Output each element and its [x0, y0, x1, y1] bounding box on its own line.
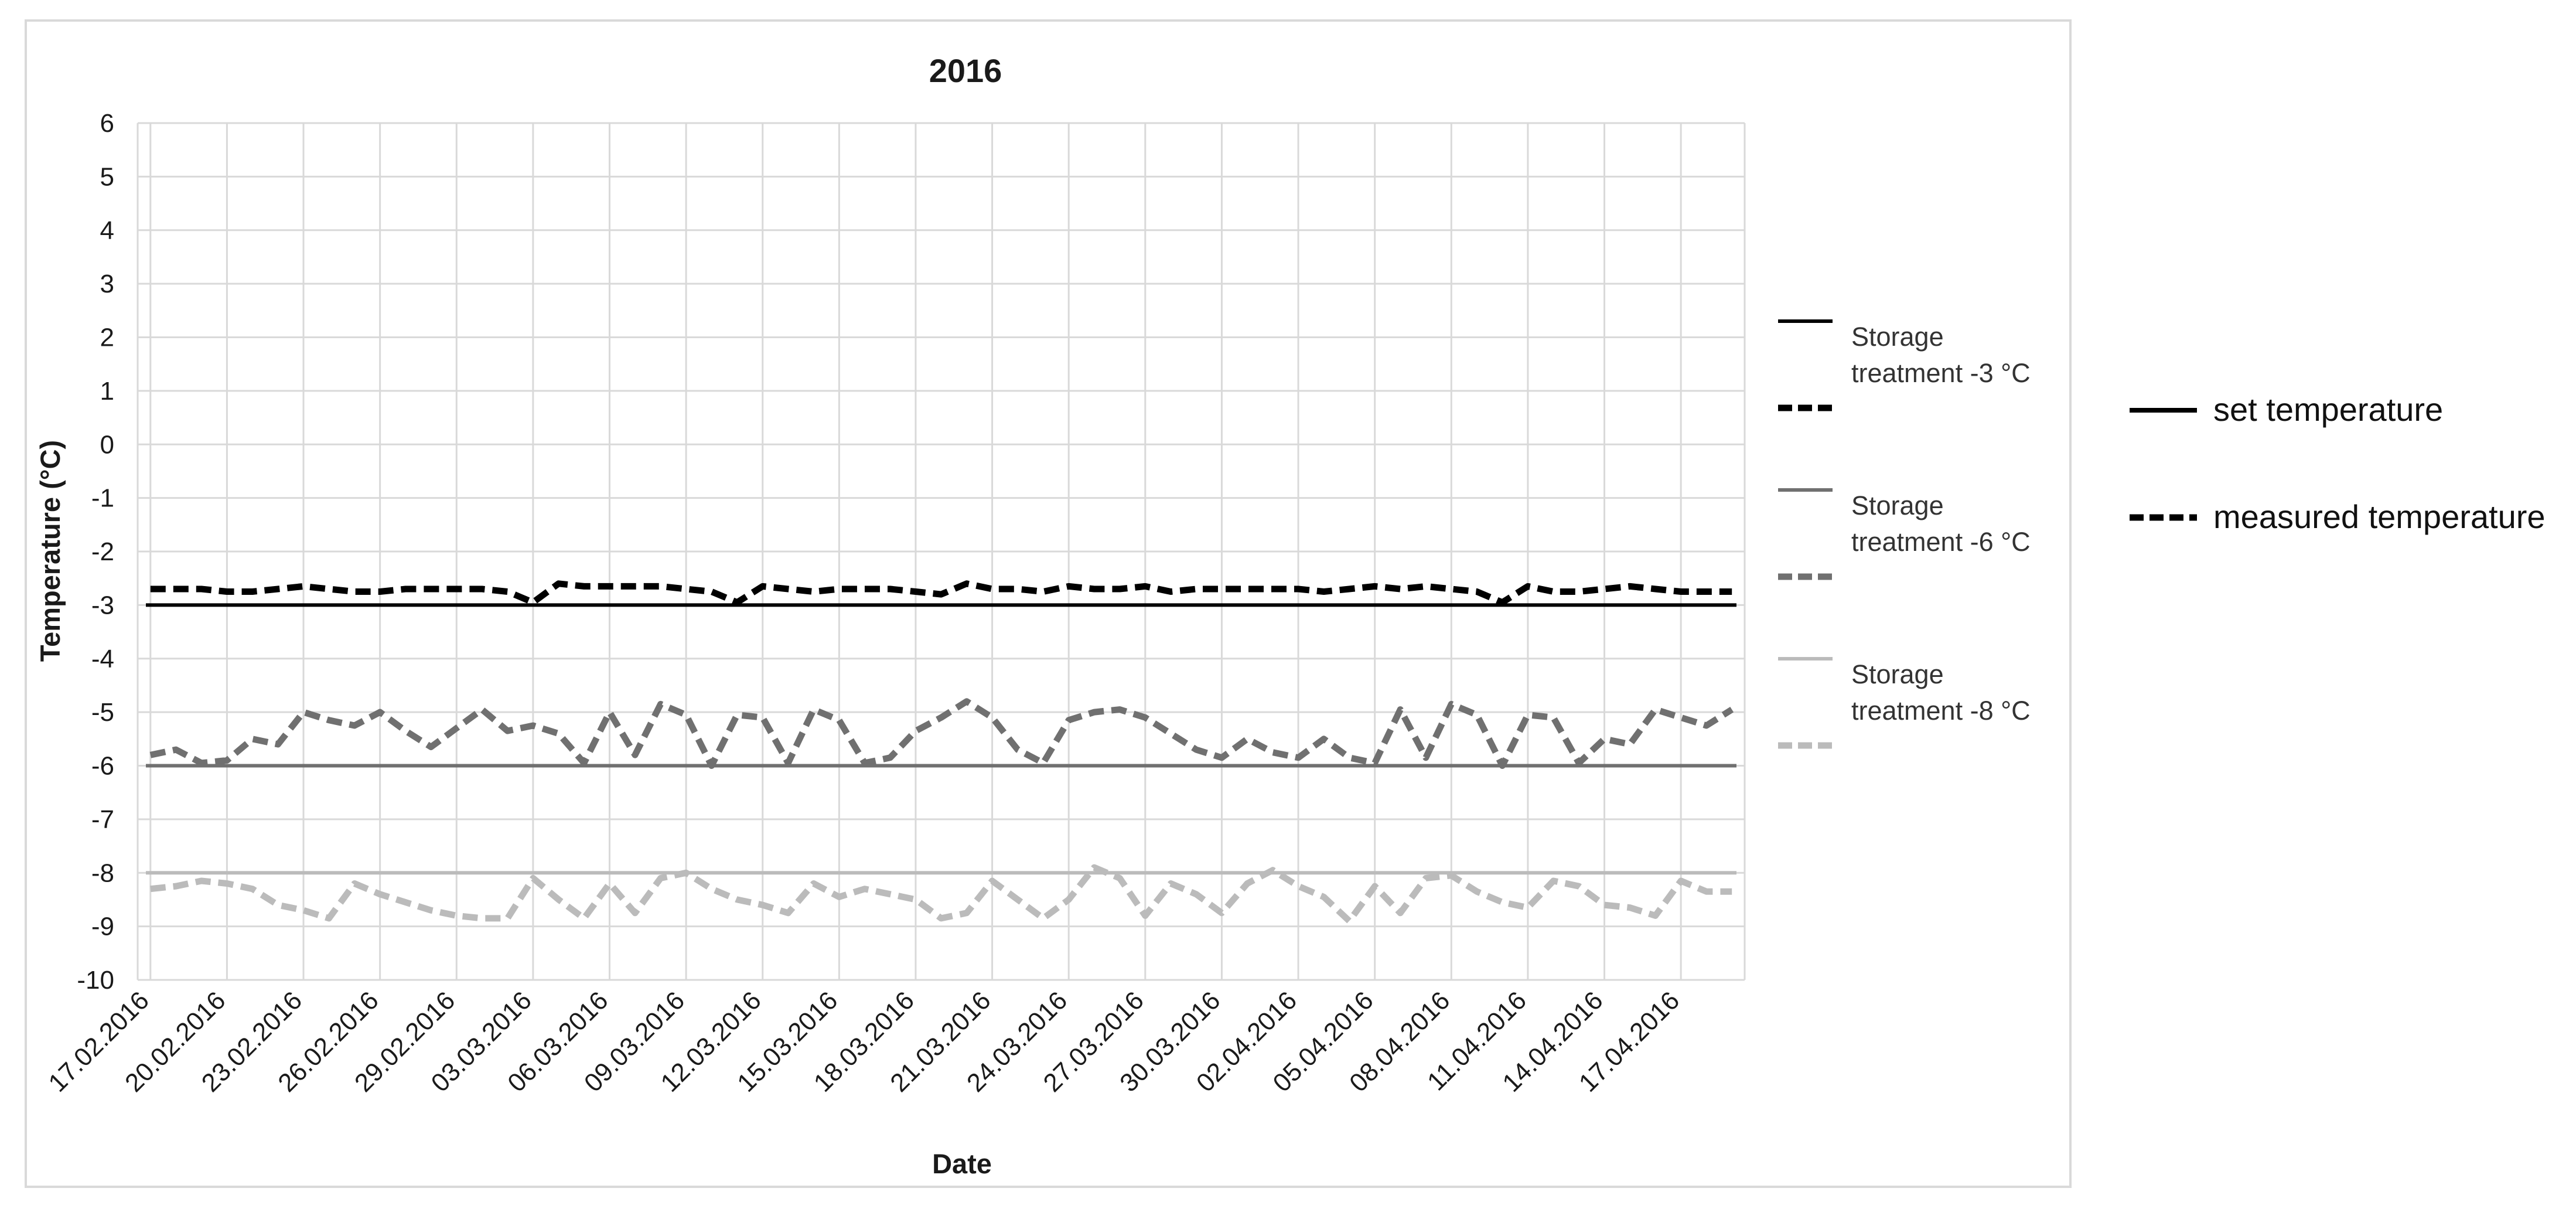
y-tick-label: 2	[100, 324, 114, 352]
y-tick-label: -9	[91, 913, 114, 941]
series-line-measured-1	[150, 580, 1732, 606]
y-tick-label: -5	[91, 698, 114, 727]
y-tick-label: -7	[91, 805, 114, 834]
y-tick-label: -10	[77, 966, 114, 995]
key-solid-label: set temperature	[2213, 391, 2443, 428]
chart-title: 2016	[929, 52, 1002, 89]
y-axis-title: Temperature (°C)	[35, 440, 66, 662]
y-tick-label: -3	[91, 591, 114, 619]
y-tick-label: 0	[100, 430, 114, 459]
legend-label: Storage treatment -8 °C	[1851, 659, 2031, 726]
series-line-measured-3	[149, 698, 1734, 769]
y-tick-label: 6	[100, 109, 114, 138]
y-tick-label: -6	[91, 752, 114, 781]
y-tick-label: 5	[100, 162, 114, 191]
series-line-measured-5	[150, 864, 1732, 924]
y-tick-label: -8	[91, 859, 114, 887]
legend: Storage treatment -3 °C Storage treatment -…	[1778, 319, 2031, 749]
y-tick-label: -1	[91, 484, 114, 513]
legend-label: Storage treatment -3 °C	[1851, 322, 2031, 388]
line-style-key: set temperature measured temperature	[2130, 391, 2546, 535]
key-dashed-label: measured temperature	[2213, 498, 2546, 535]
series-lines	[146, 580, 1736, 924]
y-tick-label: 3	[100, 270, 114, 298]
y-tick-label: 1	[100, 377, 114, 406]
y-tick-label: -4	[91, 645, 114, 673]
y-tick-label: 4	[100, 216, 114, 245]
y-axis-ticks: 6 5 4 3 2 1 0 -1 -2 -3 -4 -5 -6 -7 -8 -9 -10	[77, 109, 114, 995]
legend-label: Storage treatment -6 °C	[1851, 491, 2031, 557]
y-tick-label: -2	[91, 537, 114, 566]
x-axis-title: Date	[932, 1148, 992, 1179]
